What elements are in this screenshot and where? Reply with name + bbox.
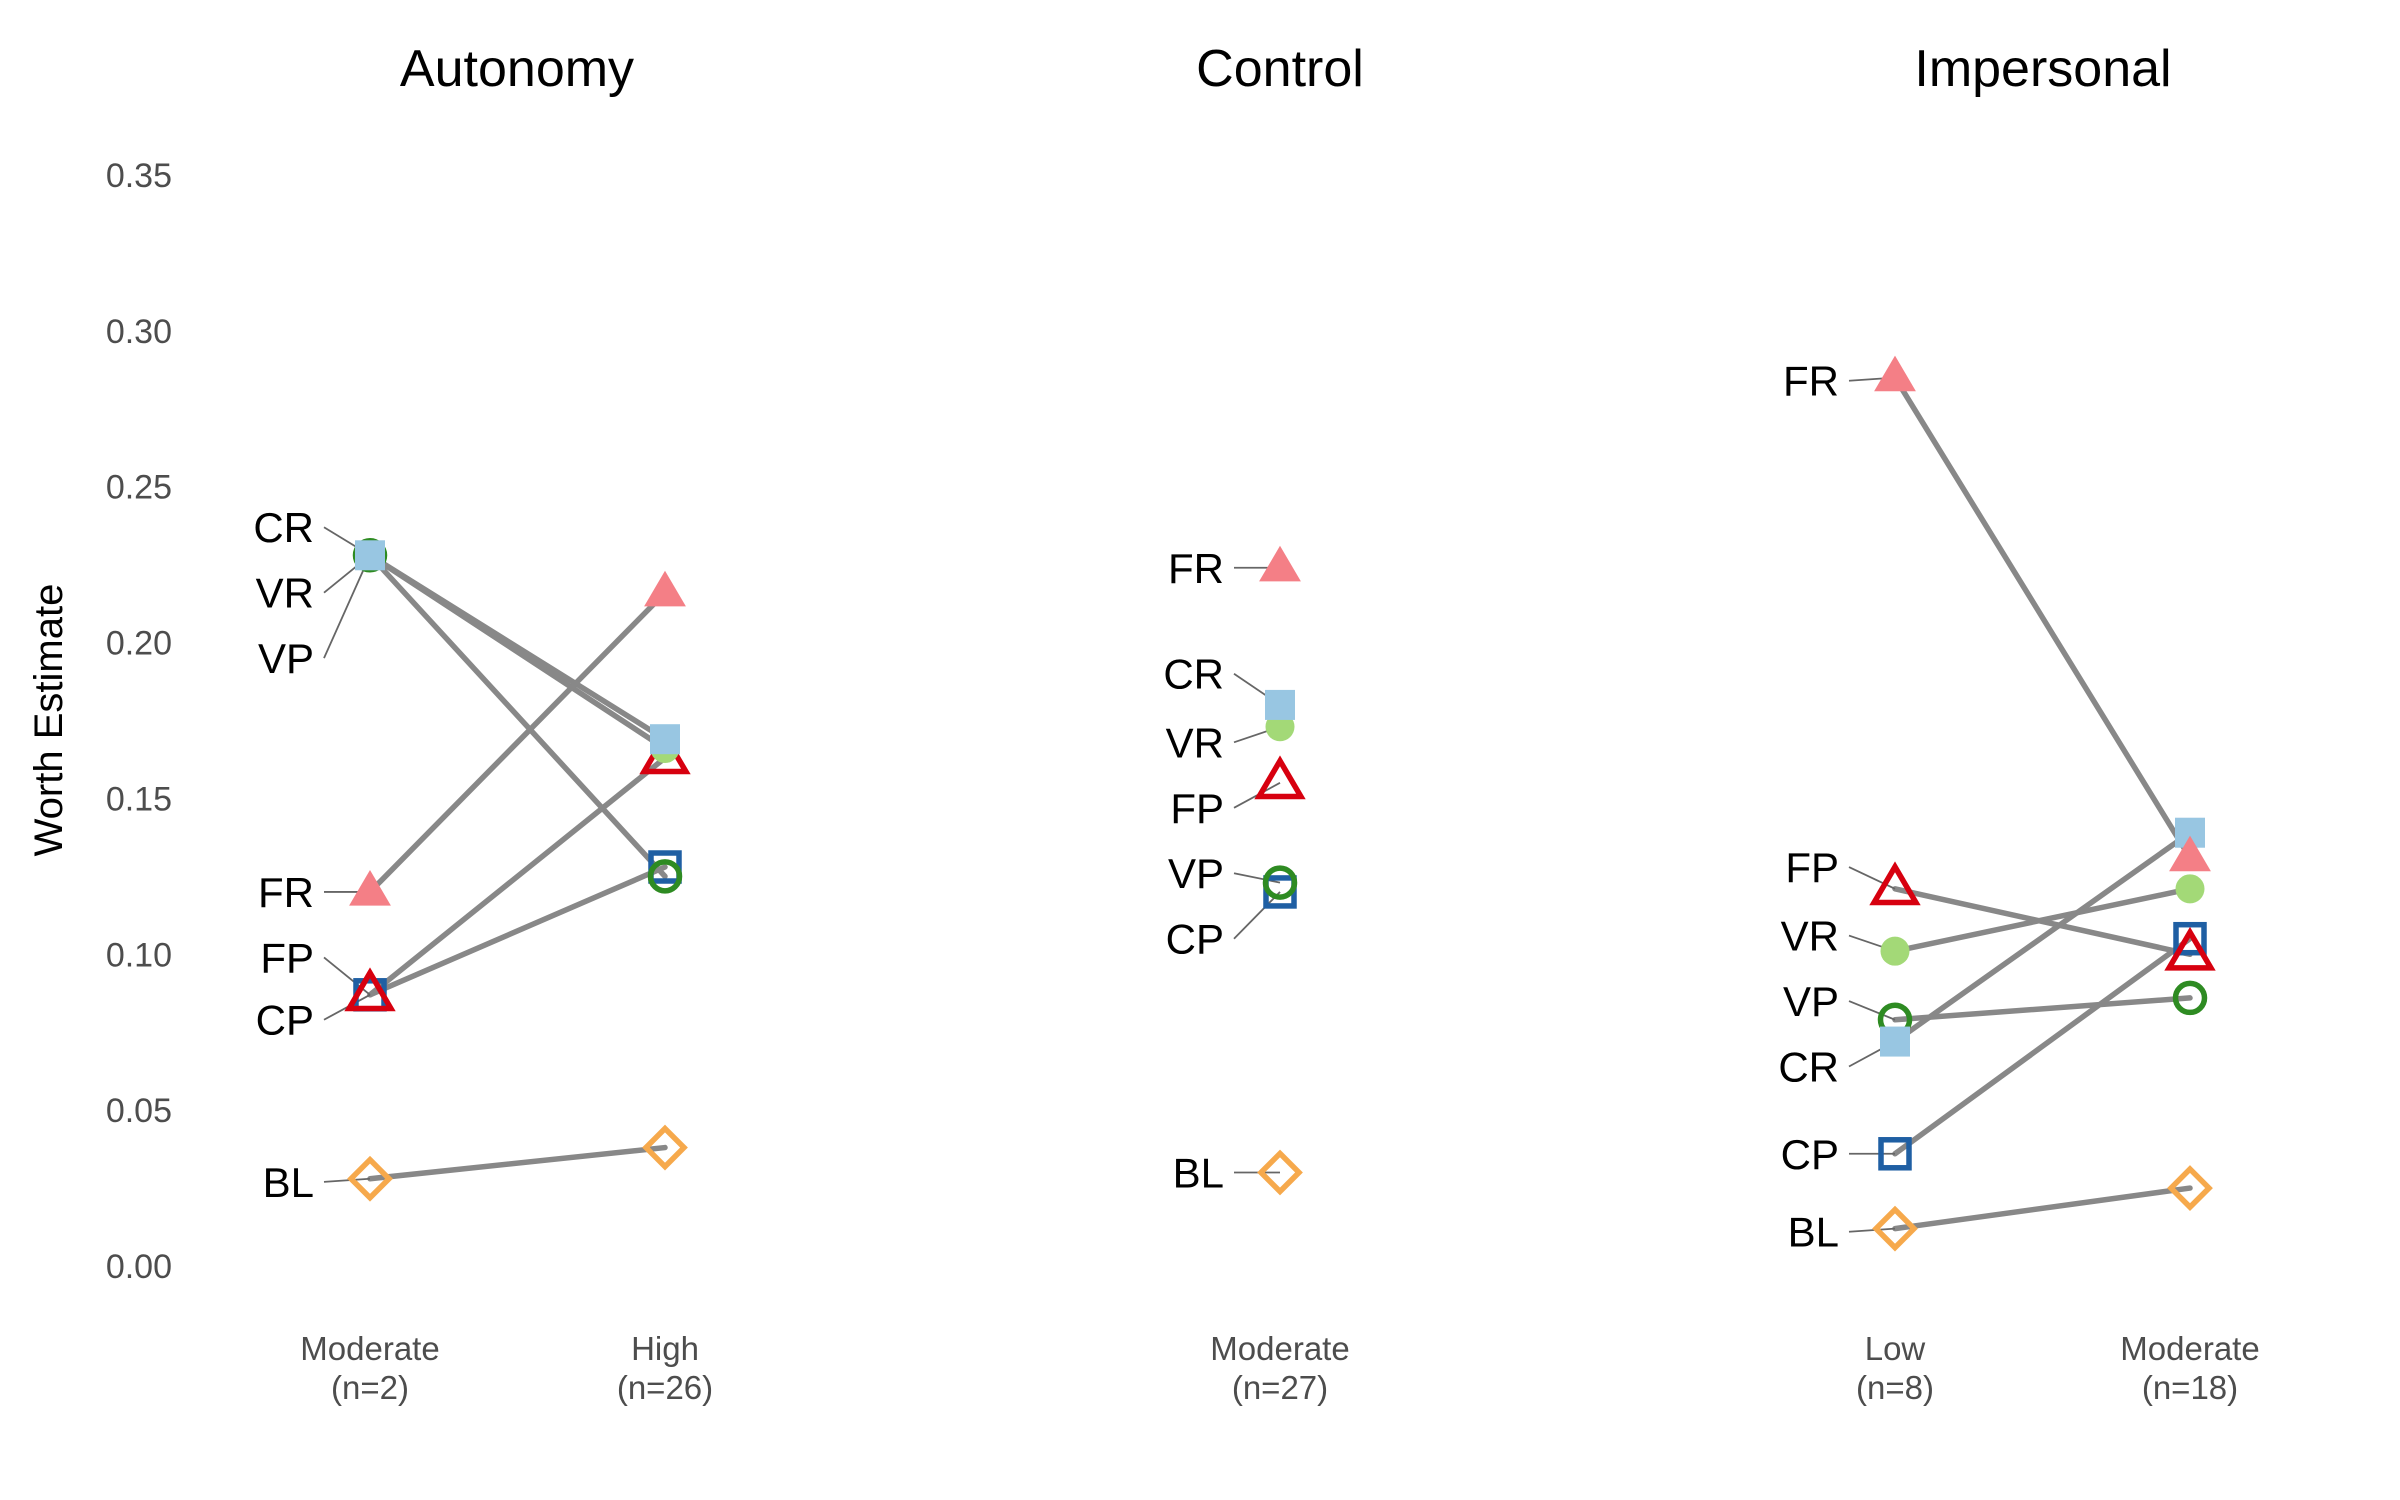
x-group-label: Low <box>1865 1330 1926 1367</box>
series-label-cp: CP <box>1781 1131 1839 1178</box>
marker-fr <box>349 869 391 906</box>
series-label-vr: VR <box>1781 913 1839 960</box>
y-axis-label: Worth Estimate <box>27 584 71 857</box>
series-label-vr: VR <box>1166 719 1224 766</box>
marker-vp <box>2172 980 2208 1016</box>
trend-line-cp <box>1892 935 2193 1157</box>
marker-cr <box>1265 689 1295 720</box>
y-tick-label: 0.25 <box>106 469 172 507</box>
y-tick-label: 0.35 <box>106 157 172 195</box>
series-label-cr: CR <box>1163 651 1224 698</box>
x-group-label: High <box>631 1330 699 1367</box>
series-label-fr: FR <box>1168 545 1224 592</box>
series-label-fp: FP <box>1170 785 1224 832</box>
x-group-label: Moderate <box>1210 1330 1349 1367</box>
series-label-bl: BL <box>1173 1149 1224 1196</box>
facet-title: Control <box>1196 40 1364 98</box>
series-label-bl: BL <box>1788 1209 1839 1256</box>
marker-cp <box>2173 921 2207 956</box>
series-label-bl: BL <box>263 1159 314 1206</box>
x-group-count: (n=27) <box>1232 1369 1328 1406</box>
trend-line-cr <box>1892 829 2193 1045</box>
series-label-cr: CR <box>253 504 314 551</box>
marker-bl <box>642 1124 688 1171</box>
series-label-vr: VR <box>256 570 314 617</box>
series-label-cr: CR <box>1778 1044 1839 1091</box>
y-axis: 0.00 0.05 0.10 0.15 0.20 0.25 0.30 0.35 <box>106 157 172 1286</box>
trend-line-vp <box>367 552 668 880</box>
marker-fp <box>1869 861 1921 906</box>
facets: AutonomyModerate(n=2)High(n=26)CRVRVPFRF… <box>253 40 2259 1406</box>
marker-bl <box>1872 1205 1918 1252</box>
leader-line-vp <box>1233 872 1281 884</box>
facet-control: Control Moderate(n=27) FR CR VR FP VP CP BL <box>1163 40 1363 1406</box>
marker-vr <box>1880 936 1910 966</box>
marker-vp <box>647 859 683 894</box>
leader-line-vp <box>1848 1000 1896 1021</box>
x-group-label: Moderate <box>300 1330 439 1367</box>
facet-title: Autonomy <box>400 40 634 98</box>
trend-line-bl <box>1892 1185 2193 1232</box>
marker-vr <box>2175 874 2205 904</box>
trend-line-fp <box>367 755 668 998</box>
series-label-vp: VP <box>258 635 314 682</box>
trend-line-vr <box>367 552 668 752</box>
y-tick-label: 0.15 <box>106 780 172 818</box>
series-label-fp: FP <box>1785 844 1839 891</box>
x-group-label: Moderate <box>2120 1330 2259 1367</box>
leader-line-vp <box>323 554 371 659</box>
series-label-cp: CP <box>256 997 314 1044</box>
marker-fr <box>1259 545 1301 582</box>
marker-fp <box>344 967 396 1012</box>
x-group-count: (n=18) <box>2142 1369 2238 1406</box>
marker-fr <box>644 570 686 607</box>
series-label-cp: CP <box>1166 916 1224 963</box>
facet-autonomy: Autonomy Moderate(n=2) High(n=26) CR VR VP FR F… <box>253 40 713 1406</box>
marker-fp <box>2164 926 2216 971</box>
x-group-count: (n=2) <box>331 1369 409 1406</box>
series-label-fr: FR <box>1783 358 1839 405</box>
trend-line-vp <box>1892 995 2193 1023</box>
trend-line-vr <box>1892 886 2193 954</box>
marker-bl <box>347 1155 393 1202</box>
x-group-count: (n=26) <box>617 1369 713 1406</box>
marker-cr <box>650 724 680 755</box>
marker-fr <box>1874 355 1916 392</box>
series-label-vp: VP <box>1168 850 1224 897</box>
leader-line-cp <box>1233 891 1281 940</box>
leader-line-bl <box>1848 1227 1896 1233</box>
trend-line-bl <box>367 1144 668 1182</box>
marker-vp <box>1262 865 1298 900</box>
series-label-fr: FR <box>258 869 314 916</box>
trend-line-fr <box>367 589 668 895</box>
y-tick-label: 0.05 <box>106 1092 172 1130</box>
marker-cr <box>355 540 385 571</box>
y-tick-label: 0.20 <box>106 625 172 663</box>
marker-fr <box>2169 835 2211 872</box>
marker-cp <box>1878 1137 1912 1171</box>
facet-impersonal: Impersonal Low(n=8) Moderate(n=18) FR FP VR VP… <box>1778 40 2259 1406</box>
y-tick-label: 0.30 <box>106 313 172 351</box>
series-label-fp: FP <box>260 934 314 981</box>
x-group-count: (n=8) <box>1856 1369 1934 1406</box>
trend-line-cp <box>367 864 668 998</box>
series-label-vp: VP <box>1783 978 1839 1025</box>
marker-cr <box>1880 1026 1910 1057</box>
leader-line-bl <box>323 1177 371 1183</box>
trend-line-fr <box>1892 374 2193 861</box>
marker-fp <box>1254 755 1306 800</box>
y-tick-label: 0.00 <box>106 1248 172 1286</box>
facet-title: Impersonal <box>1914 40 2171 98</box>
marker-bl <box>1257 1149 1303 1196</box>
y-tick-label: 0.10 <box>106 936 172 974</box>
marker-bl <box>2167 1165 2213 1211</box>
